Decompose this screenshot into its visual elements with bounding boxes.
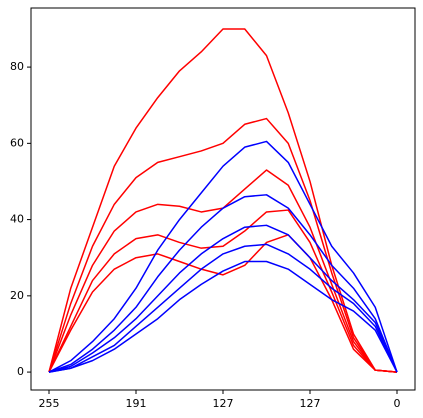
plot-frame	[30, 7, 416, 391]
x-tick-label: 127	[299, 397, 320, 410]
x-tick-label: 127	[213, 397, 234, 410]
y-tick-label: 40	[10, 213, 24, 226]
y-tick-label: 0	[17, 365, 24, 378]
series-line	[48, 234, 398, 373]
series-line	[48, 117, 398, 373]
y-tick-label: 60	[10, 136, 24, 149]
series-line	[48, 209, 398, 373]
x-tick-label: 191	[126, 397, 147, 410]
y-tick-label: 80	[10, 60, 24, 73]
x-tick-label: 0	[393, 397, 400, 410]
series-line	[48, 224, 398, 373]
series-line	[48, 243, 398, 373]
series-line	[48, 260, 398, 373]
series-line	[48, 28, 398, 373]
series-line	[48, 194, 398, 373]
x-tick-label: 255	[39, 397, 60, 410]
y-tick-label: 20	[10, 289, 24, 302]
series-line	[48, 140, 398, 373]
